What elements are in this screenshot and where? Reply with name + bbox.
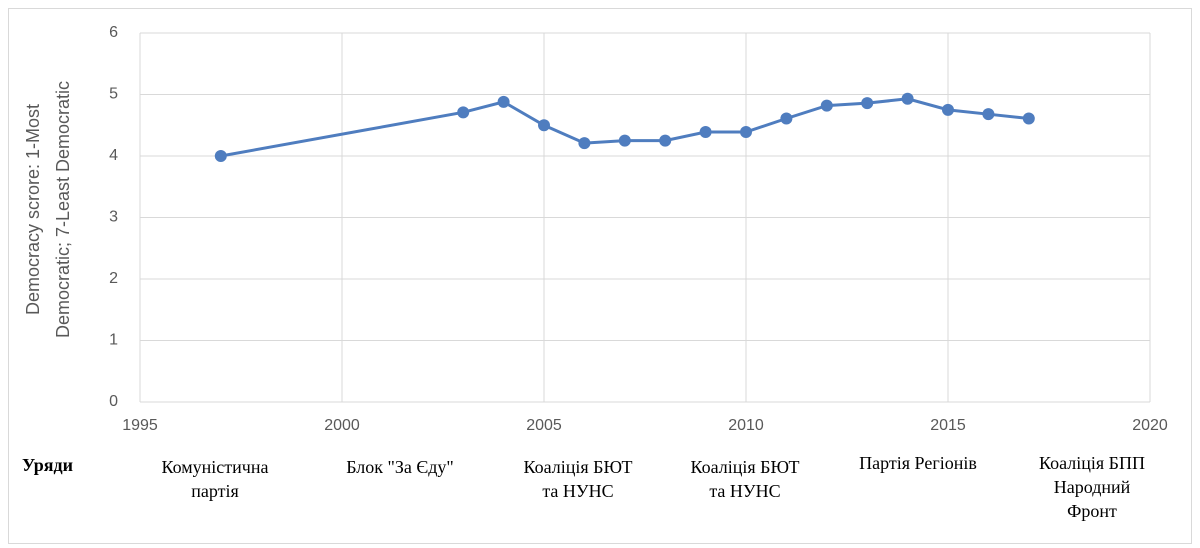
government-label: Партія Регіонів	[859, 453, 977, 473]
marker	[214, 150, 227, 162]
government-label: Фронт	[1067, 501, 1117, 521]
y-axis-label: Democracy scrore: 1-Most	[23, 104, 43, 315]
x-tick-label: 1995	[122, 417, 158, 434]
row-label: Уряди	[22, 455, 73, 475]
marker	[699, 126, 712, 139]
line	[220, 97, 1029, 158]
x-tick-label: 2020	[1132, 417, 1168, 434]
y-tick-label: 0	[109, 393, 118, 410]
y-tick-label: 2	[109, 270, 118, 287]
marker	[578, 137, 591, 150]
government-label: та НУНС	[709, 481, 780, 501]
government-label: партія	[191, 481, 239, 501]
y-tick-label: 1	[109, 332, 118, 349]
x-tick-label: 2000	[324, 417, 360, 434]
marker	[457, 106, 470, 119]
marker	[1022, 112, 1035, 125]
government-label: та НУНС	[542, 481, 613, 501]
y-tick-label: 6	[109, 24, 118, 41]
government-label: Народний	[1054, 477, 1131, 497]
government-label: Блок "За Єду"	[346, 457, 454, 477]
y-axis-label: Democratic; 7-Least Democratic	[53, 81, 73, 338]
government-label: Коаліція БЮТ	[690, 457, 799, 477]
y-tick-label: 4	[109, 147, 118, 164]
marker	[820, 99, 833, 112]
x-tick-label: 2005	[526, 417, 562, 434]
x-tick-label: 2010	[728, 417, 764, 434]
marker	[901, 92, 914, 105]
y-tick-label: 5	[109, 86, 118, 103]
marker	[982, 108, 995, 121]
government-label: Комуністична	[162, 457, 269, 477]
x-tick-label: 2015	[930, 417, 966, 434]
chart-border	[8, 8, 1192, 544]
marker	[861, 97, 874, 110]
marker	[740, 126, 752, 139]
government-label: Коаліція БПП	[1039, 453, 1145, 473]
government-label: Коаліція БЮТ	[523, 457, 632, 477]
marker	[780, 112, 793, 125]
marker	[497, 95, 510, 108]
y-tick-label: 3	[109, 209, 118, 226]
marker	[942, 103, 954, 116]
marker	[659, 134, 672, 147]
marker	[618, 134, 631, 147]
marker	[538, 119, 550, 132]
